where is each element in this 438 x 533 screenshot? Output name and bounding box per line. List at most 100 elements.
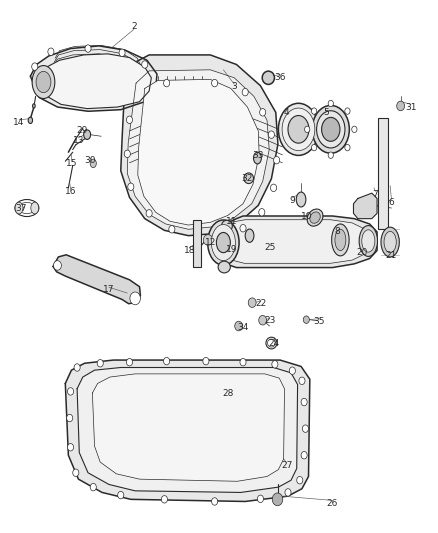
Circle shape xyxy=(90,483,96,491)
Text: 25: 25 xyxy=(265,244,276,253)
Circle shape xyxy=(303,316,309,324)
Circle shape xyxy=(345,144,350,151)
Text: 27: 27 xyxy=(281,462,292,470)
Text: 9: 9 xyxy=(290,196,295,205)
Circle shape xyxy=(259,208,265,216)
Circle shape xyxy=(97,360,103,367)
Circle shape xyxy=(260,109,266,116)
Text: 10: 10 xyxy=(300,212,312,221)
Polygon shape xyxy=(353,193,377,219)
Circle shape xyxy=(161,496,167,503)
Circle shape xyxy=(212,79,218,87)
Circle shape xyxy=(212,231,218,238)
Text: 17: 17 xyxy=(103,285,115,294)
Circle shape xyxy=(271,184,277,191)
Polygon shape xyxy=(138,79,259,225)
Ellipse shape xyxy=(31,202,39,214)
Circle shape xyxy=(128,183,134,190)
Polygon shape xyxy=(92,374,285,481)
Circle shape xyxy=(85,45,91,52)
Ellipse shape xyxy=(332,224,349,256)
Circle shape xyxy=(67,387,74,395)
Text: 8: 8 xyxy=(334,228,340,237)
Ellipse shape xyxy=(244,173,254,183)
Ellipse shape xyxy=(32,104,35,108)
Circle shape xyxy=(118,491,124,499)
Circle shape xyxy=(240,224,246,232)
Circle shape xyxy=(240,359,246,366)
Ellipse shape xyxy=(90,159,96,167)
Text: 33: 33 xyxy=(253,151,264,160)
Circle shape xyxy=(297,477,303,484)
Ellipse shape xyxy=(384,231,396,253)
Ellipse shape xyxy=(296,192,306,207)
Ellipse shape xyxy=(15,202,23,214)
Polygon shape xyxy=(30,46,157,111)
Text: 6: 6 xyxy=(389,198,394,207)
Text: 13: 13 xyxy=(73,136,84,145)
Text: 34: 34 xyxy=(237,323,249,332)
Circle shape xyxy=(163,79,170,87)
Ellipse shape xyxy=(317,111,345,148)
Ellipse shape xyxy=(84,130,91,140)
Polygon shape xyxy=(77,368,297,492)
Polygon shape xyxy=(53,255,141,304)
Ellipse shape xyxy=(32,66,55,99)
Circle shape xyxy=(127,116,133,124)
Polygon shape xyxy=(40,54,151,109)
Text: 23: 23 xyxy=(265,316,276,325)
Circle shape xyxy=(311,108,317,114)
Circle shape xyxy=(397,101,405,111)
Ellipse shape xyxy=(218,261,230,273)
Text: 28: 28 xyxy=(222,389,233,398)
Circle shape xyxy=(235,321,243,331)
Text: 31: 31 xyxy=(405,102,417,111)
Circle shape xyxy=(48,48,54,55)
Ellipse shape xyxy=(221,220,232,232)
Circle shape xyxy=(163,358,170,365)
Circle shape xyxy=(146,209,152,217)
Circle shape xyxy=(352,126,357,133)
Circle shape xyxy=(32,63,38,70)
Circle shape xyxy=(242,88,248,96)
Text: 26: 26 xyxy=(327,498,338,507)
Ellipse shape xyxy=(282,108,315,151)
Circle shape xyxy=(203,358,209,365)
Polygon shape xyxy=(121,55,278,236)
Bar xyxy=(193,220,201,266)
Ellipse shape xyxy=(245,229,254,243)
Circle shape xyxy=(124,150,131,158)
Text: 30: 30 xyxy=(84,156,95,165)
Circle shape xyxy=(74,364,80,371)
Text: 15: 15 xyxy=(66,159,78,168)
Ellipse shape xyxy=(310,212,320,223)
Text: 14: 14 xyxy=(13,118,25,127)
Ellipse shape xyxy=(203,235,213,245)
Text: 5: 5 xyxy=(323,108,329,117)
Ellipse shape xyxy=(216,232,230,253)
Circle shape xyxy=(142,61,148,68)
Ellipse shape xyxy=(36,71,51,93)
Text: 32: 32 xyxy=(242,174,253,183)
Ellipse shape xyxy=(362,230,375,252)
Circle shape xyxy=(127,359,133,366)
Circle shape xyxy=(119,49,125,56)
Circle shape xyxy=(67,443,74,451)
Text: 2: 2 xyxy=(131,22,137,31)
Circle shape xyxy=(345,108,350,114)
Text: 12: 12 xyxy=(205,238,216,247)
Circle shape xyxy=(67,414,73,422)
Circle shape xyxy=(212,498,218,505)
Circle shape xyxy=(272,361,278,368)
Ellipse shape xyxy=(359,225,378,256)
Circle shape xyxy=(258,495,264,503)
Circle shape xyxy=(169,225,175,233)
Text: 11: 11 xyxy=(226,217,238,227)
Polygon shape xyxy=(127,70,269,229)
Text: 19: 19 xyxy=(226,245,238,254)
Circle shape xyxy=(248,298,256,308)
Circle shape xyxy=(302,425,308,432)
Ellipse shape xyxy=(381,227,399,257)
Ellipse shape xyxy=(335,229,346,251)
Text: 35: 35 xyxy=(314,317,325,326)
